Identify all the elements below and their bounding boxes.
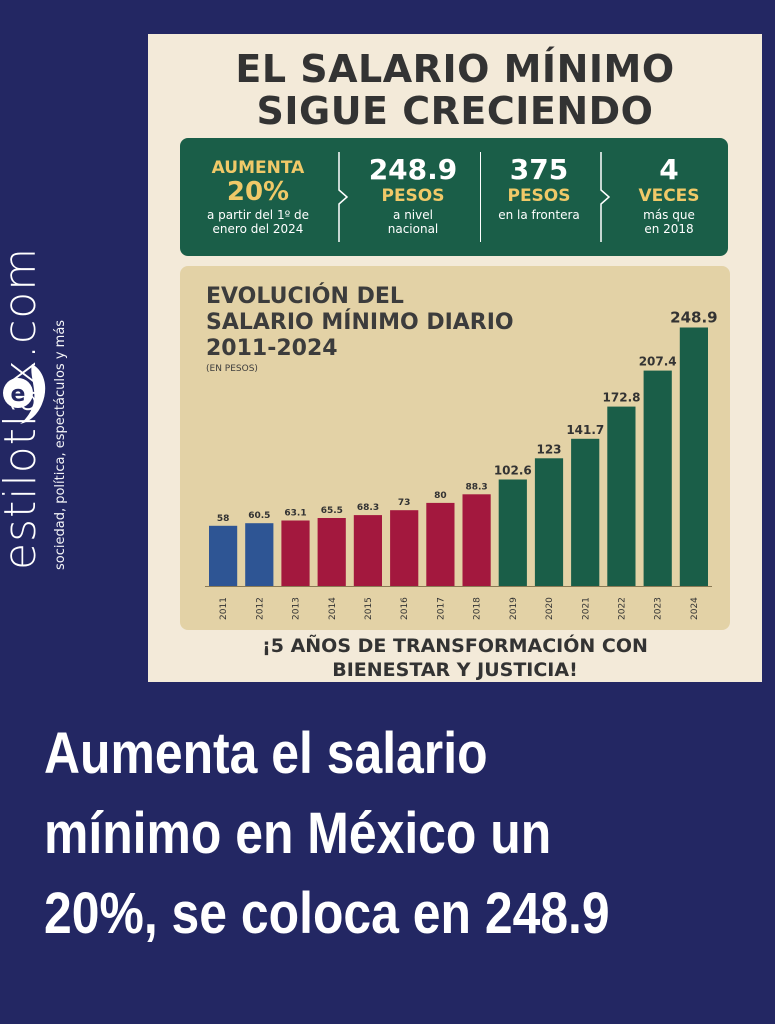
chart-title-line1: EVOLUCIÓN DEL [206, 284, 404, 309]
fact-times: 4 VECES más que en 2018 [614, 146, 724, 248]
value-label-2014: 65.5 [321, 506, 343, 516]
fact-increase-value: 20% [226, 177, 290, 207]
headline-line1: Aumenta el salario [44, 721, 488, 786]
fact-times-value: 4 [659, 153, 679, 186]
bar-2013 [281, 520, 310, 586]
x-tick-2022: 2022 [618, 597, 628, 620]
chart-title-line3: 2011-2024 [206, 336, 338, 361]
bar-2016 [390, 510, 419, 586]
x-tick-2021: 2021 [581, 597, 591, 620]
brand-logo-letter: e [11, 382, 26, 407]
fact-increase: AUMENTA 20% a partir del 1º de enero del… [188, 146, 328, 248]
poster-title-line2: SIGUE CRECIENDO [256, 89, 654, 133]
value-label-2019: 102.6 [494, 464, 532, 478]
poster: EL SALARIO MÍNIMO SIGUE CRECIENDO AUMENT… [148, 34, 762, 682]
x-tick-2013: 2013 [292, 597, 302, 620]
chart-panel: EVOLUCIÓN DEL SALARIO MÍNIMO DIARIO 2011… [180, 266, 730, 630]
headline-line2: mínimo en México un [44, 801, 552, 866]
chart-unit: (EN PESOS) [206, 364, 258, 374]
divider [480, 152, 481, 242]
value-label-2012: 60.5 [248, 511, 270, 521]
x-tick-2015: 2015 [364, 597, 374, 620]
bar-2020 [534, 458, 564, 586]
fact-national-unit: PESOS [381, 186, 445, 206]
bar-2012 [245, 523, 274, 586]
fact-national-desc: a nivel nacional [387, 208, 439, 236]
bar-2015 [353, 515, 382, 586]
x-tick-2016: 2016 [400, 597, 410, 620]
poster-title-line1: EL SALARIO MÍNIMO [235, 47, 675, 91]
fact-border: 375 PESOS en la frontera [484, 146, 594, 248]
fact-border-unit: PESOS [507, 186, 571, 206]
brand-tagline: sociedad, política, espectáculos y más [53, 319, 68, 570]
chevron-right-icon [600, 152, 610, 242]
value-label-2022: 172.8 [603, 391, 641, 405]
fact-border-value: 375 [509, 153, 569, 186]
x-tick-2018: 2018 [473, 597, 483, 620]
x-tick-2012: 2012 [255, 597, 265, 620]
value-label-2013: 63.1 [284, 509, 306, 519]
fact-national-value: 248.9 [368, 153, 458, 186]
value-label-2016: 73 [398, 498, 411, 508]
chart-title-line2: SALARIO MÍNIMO DIARIO [206, 310, 514, 335]
fact-increase-desc: a partir del 1º de enero del 2024 [206, 208, 310, 236]
x-tick-2023: 2023 [654, 597, 664, 620]
value-label-2023: 207.4 [639, 355, 677, 369]
fact-national: 248.9 PESOS a nivel nacional [352, 146, 474, 248]
value-label-2011: 58 [217, 514, 230, 524]
headline: Aumenta el salario mínimo en México un 2… [44, 714, 758, 954]
bar-2024 [679, 327, 708, 586]
chevron-right-icon [338, 152, 348, 242]
facts-banner: AUMENTA 20% a partir del 1º de enero del… [180, 138, 728, 256]
fact-border-desc: en la frontera [498, 208, 580, 222]
x-tick-2011: 2011 [219, 597, 229, 620]
value-label-2017: 80 [434, 491, 447, 501]
value-label-2015: 68.3 [357, 503, 379, 513]
bar-2018 [462, 494, 491, 586]
bar-2019 [498, 479, 527, 586]
bar-2011 [209, 525, 238, 586]
fact-times-desc: más que en 2018 [643, 208, 695, 236]
x-tick-2024: 2024 [690, 597, 700, 620]
poster-footer-line2: BIENESTAR Y JUSTICIA! [332, 659, 578, 681]
fact-increase-label: AUMENTA [211, 158, 305, 178]
poster-footer-line1: ¡5 AÑOS DE TRANSFORMACIÓN CON [262, 635, 648, 657]
bar-2017 [426, 502, 455, 586]
bar-2023 [643, 370, 672, 586]
x-tick-2017: 2017 [436, 597, 446, 620]
x-tick-2019: 2019 [509, 597, 519, 620]
brand-logo-icon: e [3, 364, 46, 424]
poster-title: EL SALARIO MÍNIMO SIGUE CRECIENDO [148, 48, 762, 132]
poster-footer: ¡5 AÑOS DE TRANSFORMACIÓN CON BIENESTAR … [148, 634, 762, 682]
value-label-2018: 88.3 [465, 482, 487, 492]
fact-times-unit: VECES [638, 186, 700, 206]
x-tick-2014: 2014 [328, 597, 338, 620]
value-label-2020: 123 [536, 442, 561, 456]
x-tick-2020: 2020 [545, 597, 555, 620]
bar-2014 [317, 518, 346, 586]
bar-chart: 58 2011 60.5 2012 63.1 2013 65.5 2014 68.3 2015 73… [205, 309, 718, 620]
value-label-2024: 248.9 [670, 309, 717, 327]
bar-2021 [571, 438, 600, 586]
bar-2022 [607, 406, 636, 586]
chart-title: EVOLUCIÓN DEL SALARIO MÍNIMO DIARIO 2011… [206, 284, 514, 362]
headline-line3: 20%, se coloca en 248.9 [44, 881, 610, 946]
value-label-2021: 141.7 [566, 423, 604, 437]
